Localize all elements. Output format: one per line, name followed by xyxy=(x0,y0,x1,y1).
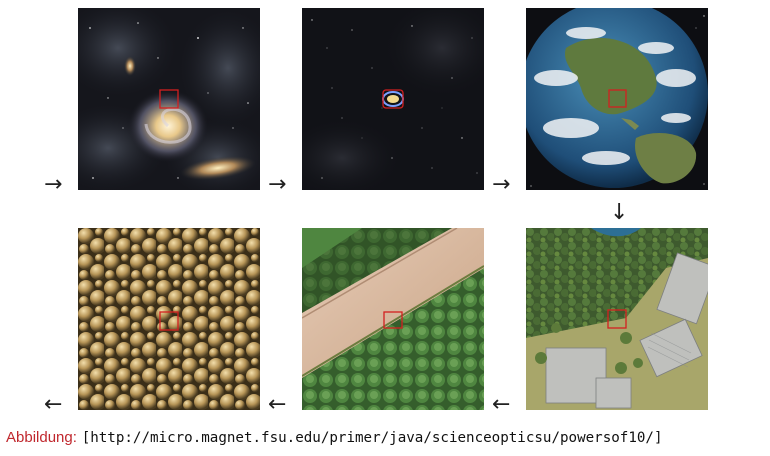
caption-label: Abbildung: xyxy=(6,429,77,446)
arrow-left-2: ← xyxy=(268,392,287,417)
spiral-galaxy-image xyxy=(78,8,260,190)
arrow-right-1: → xyxy=(44,172,63,197)
arrow-left-1: ← xyxy=(44,392,63,417)
arrow-right-3: → xyxy=(492,172,511,197)
aerial-forest-buildings-image xyxy=(526,228,708,410)
tile-cells xyxy=(78,228,260,410)
figure-caption: Abbildung: [http://micro.magnet.fsu.edu/… xyxy=(6,428,663,446)
cell-cluster-image xyxy=(78,228,260,410)
tile-aerial xyxy=(526,228,708,410)
arrow-right-2: → xyxy=(268,172,287,197)
arrow-down: ↓ xyxy=(610,200,629,225)
leaf-closeup-image xyxy=(302,228,484,410)
tile-earth xyxy=(526,8,708,190)
arrow-left-3: ← xyxy=(492,392,511,417)
starfield-image xyxy=(302,8,484,190)
tile-milky-way xyxy=(302,8,484,190)
caption-url[interactable]: [http://micro.magnet.fsu.edu/primer/java… xyxy=(81,430,663,446)
earth-globe-image xyxy=(526,8,708,190)
tile-leaf xyxy=(302,228,484,410)
tile-galaxies xyxy=(78,8,260,190)
